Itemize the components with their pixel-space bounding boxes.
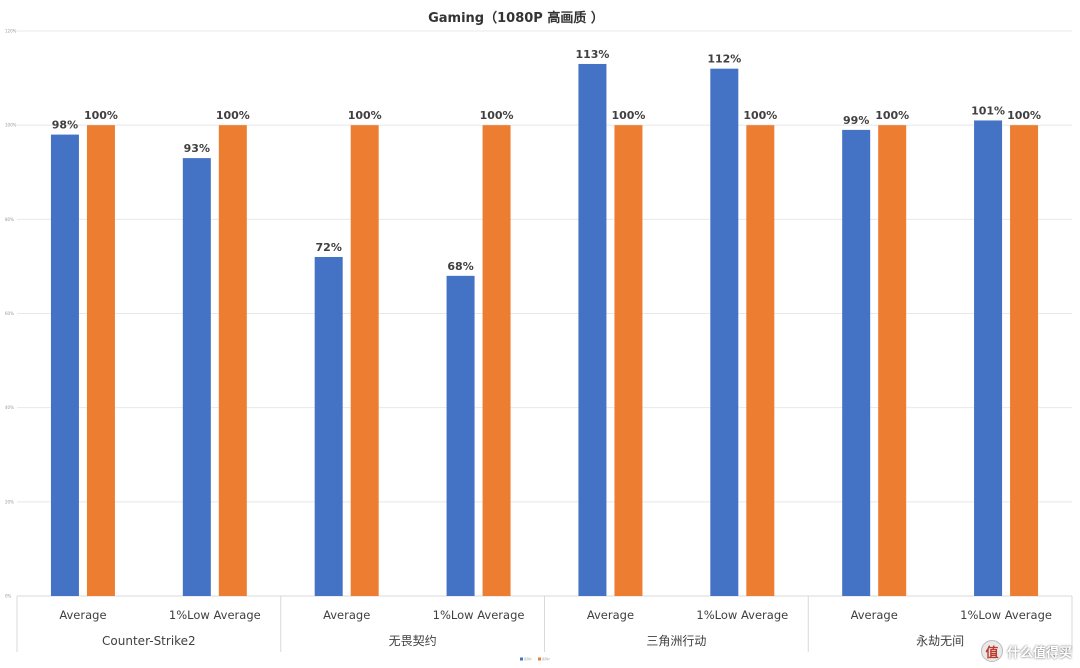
watermark: 值 什么值得买 [980,640,1072,662]
data-label: 68% [447,260,473,273]
watermark-logo: 值 [980,640,1003,662]
data-label: 72% [316,241,342,254]
bar [50,134,79,597]
data-label: 100% [348,109,382,122]
legend-swatch [520,657,523,661]
y-tick-label: 20% [5,499,14,504]
bar [350,125,379,597]
legend-swatch [538,657,541,661]
data-label: 112% [707,53,741,66]
data-label: 100% [216,109,250,122]
y-tick-label: 100% [5,123,17,128]
bar [842,129,871,596]
y-tick-label: 40% [5,405,14,410]
legend-label: 系列1 [524,656,532,661]
bar [182,158,211,596]
data-label: 100% [611,109,645,122]
data-label: 99% [843,114,869,127]
data-label: 100% [875,109,909,122]
category-label: Average [587,608,634,622]
data-label: 101% [971,104,1005,117]
data-label: 93% [184,142,210,155]
bar [314,257,343,596]
data-label: 100% [743,109,777,122]
y-tick-label: 120% [5,29,17,34]
category-label: 1%Low Average [696,608,788,622]
group-label: 三角洲行动 [646,634,706,648]
chart-title: Gaming（1080P 高画质 ） [428,10,604,26]
bar [86,125,115,597]
category-label: 1%Low Average [169,608,261,622]
watermark-text: 什么值得买 [1006,645,1072,661]
bar [1010,125,1039,597]
bar [218,125,247,597]
category-label: Average [59,608,106,622]
group-label: 无畏契约 [389,633,437,648]
bar [578,63,607,597]
bar [614,125,643,597]
y-tick-label: 60% [5,311,14,316]
group-label: Counter-Strike2 [102,634,196,648]
bar [974,120,1003,596]
y-tick-label: 0% [5,594,12,599]
bar [446,275,475,596]
category-label: Average [323,608,370,622]
bar [482,125,511,597]
category-label: 1%Low Average [433,608,525,622]
legend-label: 系列2 [542,656,550,661]
data-label: 98% [52,119,78,132]
category-label: Average [851,608,898,622]
y-tick-label: 80% [5,217,14,222]
data-label: 100% [1007,109,1041,122]
category-label: 1%Low Average [960,608,1052,622]
bar [878,125,907,597]
group-label: 永劫无间 [916,634,964,648]
data-label: 100% [480,109,514,122]
data-label: 100% [84,109,118,122]
data-label: 113% [575,48,609,61]
bar [746,125,775,597]
bar [710,68,739,596]
